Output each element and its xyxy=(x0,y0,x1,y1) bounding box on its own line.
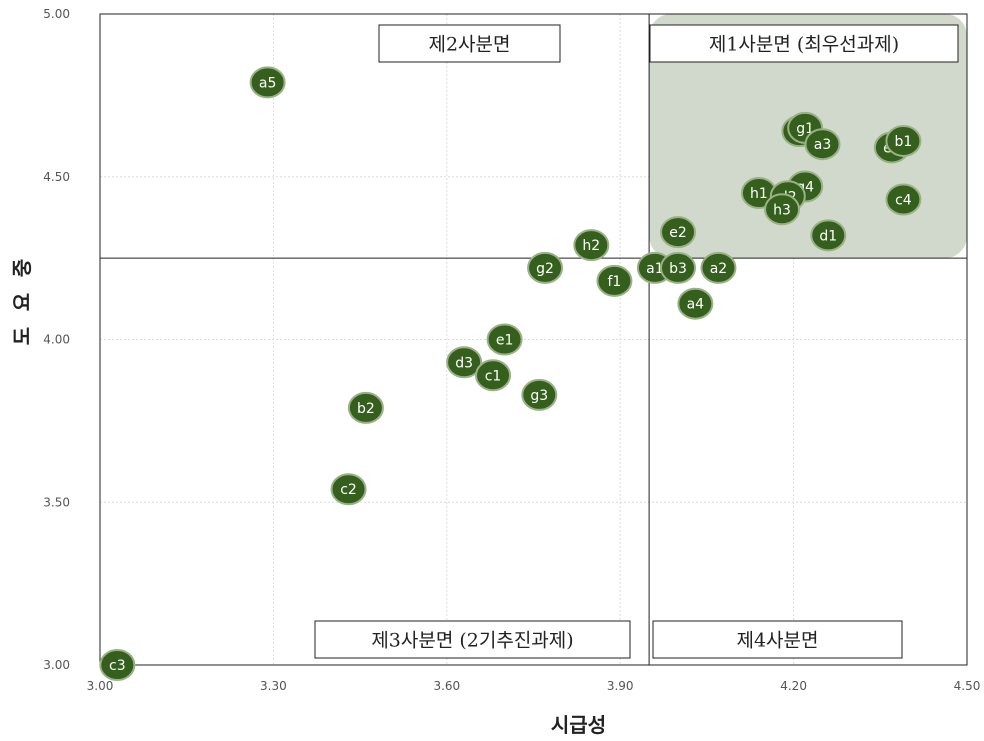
data-point-label: g2 xyxy=(536,261,554,277)
data-point-label: e1 xyxy=(496,333,514,349)
x-tick-label: 4.50 xyxy=(954,679,981,693)
y-tick-label: 4.50 xyxy=(43,170,70,184)
quadrant-box-q3 xyxy=(314,620,631,659)
data-point-marker xyxy=(486,323,523,356)
data-point-marker xyxy=(475,359,512,392)
quadrant-label-q1-text: 제1사분면 (최우선과제) xyxy=(709,34,899,56)
data-point: h3 xyxy=(764,193,801,226)
data-point: c1 xyxy=(475,359,512,392)
data-point: a4 xyxy=(677,287,714,320)
data-point-marker xyxy=(660,216,696,249)
data-point: b2 xyxy=(347,391,384,424)
y-tick-label: 3.50 xyxy=(43,495,70,509)
data-point-label: h1 xyxy=(750,186,768,202)
plot-frame xyxy=(99,13,968,666)
quadrant-label-q1: 제1사분면 (최우선과제) xyxy=(649,24,959,63)
data-point: b3 xyxy=(660,251,696,284)
data-point: f1 xyxy=(596,264,633,297)
data-point-marker xyxy=(677,287,714,320)
data-point-marker xyxy=(249,66,286,99)
x-tick-label: 3.30 xyxy=(260,679,287,693)
data-point-marker xyxy=(446,346,483,379)
data-point: b1 xyxy=(885,124,922,157)
data-point-label: b3 xyxy=(669,261,687,277)
data-point-marker xyxy=(700,251,737,284)
data-point-label: g3 xyxy=(530,388,548,404)
y-tick-label: 3.00 xyxy=(43,658,70,672)
data-point-label: h3 xyxy=(773,202,791,218)
data-point-label: c4 xyxy=(895,193,912,209)
quadrant-label-q3-text: 제3사분면 (2기추진과제) xyxy=(371,630,573,652)
x-axis-title: 시급성 xyxy=(551,713,606,737)
quadrant-label-q4: 제4사분면 xyxy=(652,620,903,659)
data-point: d3 xyxy=(446,346,483,379)
data-point-label: d3 xyxy=(455,355,473,371)
data-point-marker xyxy=(330,473,367,506)
y-axis-title-char: 도 xyxy=(10,327,34,345)
y-tick-label: 5.00 xyxy=(43,7,70,21)
data-point: e1 xyxy=(486,323,523,356)
data-point: g2 xyxy=(527,251,564,284)
y-axis-title-char: 중 xyxy=(10,259,34,277)
data-point-marker xyxy=(660,251,696,284)
quadrant-box-q1 xyxy=(649,24,959,63)
data-point: g3 xyxy=(521,378,558,411)
data-point-marker xyxy=(885,183,922,216)
data-point-label: f1 xyxy=(607,274,621,290)
data-point-label: a4 xyxy=(687,297,705,313)
data-point-marker xyxy=(810,219,847,252)
data-point-marker xyxy=(99,649,136,681)
data-point: a2 xyxy=(700,251,737,284)
quadrant-label-q2: 제2사분면 xyxy=(378,24,561,63)
data-point: h2 xyxy=(573,229,610,262)
data-point-marker xyxy=(527,251,564,284)
data-point: a5 xyxy=(249,66,286,99)
data-point: c4 xyxy=(885,183,922,216)
data-point-label: e2 xyxy=(669,225,687,241)
data-point-marker xyxy=(764,193,801,226)
data-point: d1 xyxy=(810,219,847,252)
data-point: a3 xyxy=(804,128,841,161)
x-tick-label: 3.90 xyxy=(607,679,634,693)
data-point-label: a2 xyxy=(710,261,728,277)
x-tick-label: 3.60 xyxy=(433,679,460,693)
x-tick-label: 4.20 xyxy=(780,679,807,693)
data-points: a5f2g1a3e3b1g4h1d2h3c4d1e2h2g2f1a1b3a2a4… xyxy=(99,66,922,681)
data-point-marker xyxy=(804,128,841,161)
data-point-marker xyxy=(573,229,610,262)
axis-ticks: 3.00 3.30 3.60 3.90 4.20 4.50 3.00 3.50 4.00 4.50… xyxy=(43,7,980,693)
quadrant-box-q4 xyxy=(652,620,903,659)
data-point-label: a5 xyxy=(259,75,277,91)
y-tick-label: 4.00 xyxy=(43,333,70,347)
quadrant-label-q3: 제3사분면 (2기추진과제) xyxy=(314,620,631,659)
y-axis-title-char: 요 xyxy=(10,293,34,311)
data-point-label: h2 xyxy=(582,238,600,254)
data-point-marker xyxy=(521,378,558,411)
data-point: c2 xyxy=(330,473,367,506)
quadrant-box-q2 xyxy=(378,24,561,63)
data-point: e2 xyxy=(660,216,696,249)
data-point-label: b1 xyxy=(895,134,913,150)
quadrant-label-q2-text: 제2사분면 xyxy=(428,34,510,56)
quadrant-label-q4-text: 제4사분면 xyxy=(736,630,818,652)
data-point-marker xyxy=(347,391,384,424)
data-point-label: c1 xyxy=(485,368,502,384)
data-point-label: a3 xyxy=(814,137,832,153)
data-point-marker xyxy=(596,264,633,297)
data-point-label: a1 xyxy=(646,261,664,277)
x-tick-label: 3.00 xyxy=(87,679,114,693)
data-point-label: c3 xyxy=(109,658,126,674)
data-point-label: b2 xyxy=(357,401,375,417)
data-point-label: c2 xyxy=(340,482,357,498)
y-axis-title: 중요도 xyxy=(10,259,34,345)
data-point-marker xyxy=(885,124,922,157)
data-point-label: g1 xyxy=(796,121,814,137)
data-point: c3 xyxy=(99,649,136,681)
data-point-label: d1 xyxy=(819,228,837,244)
